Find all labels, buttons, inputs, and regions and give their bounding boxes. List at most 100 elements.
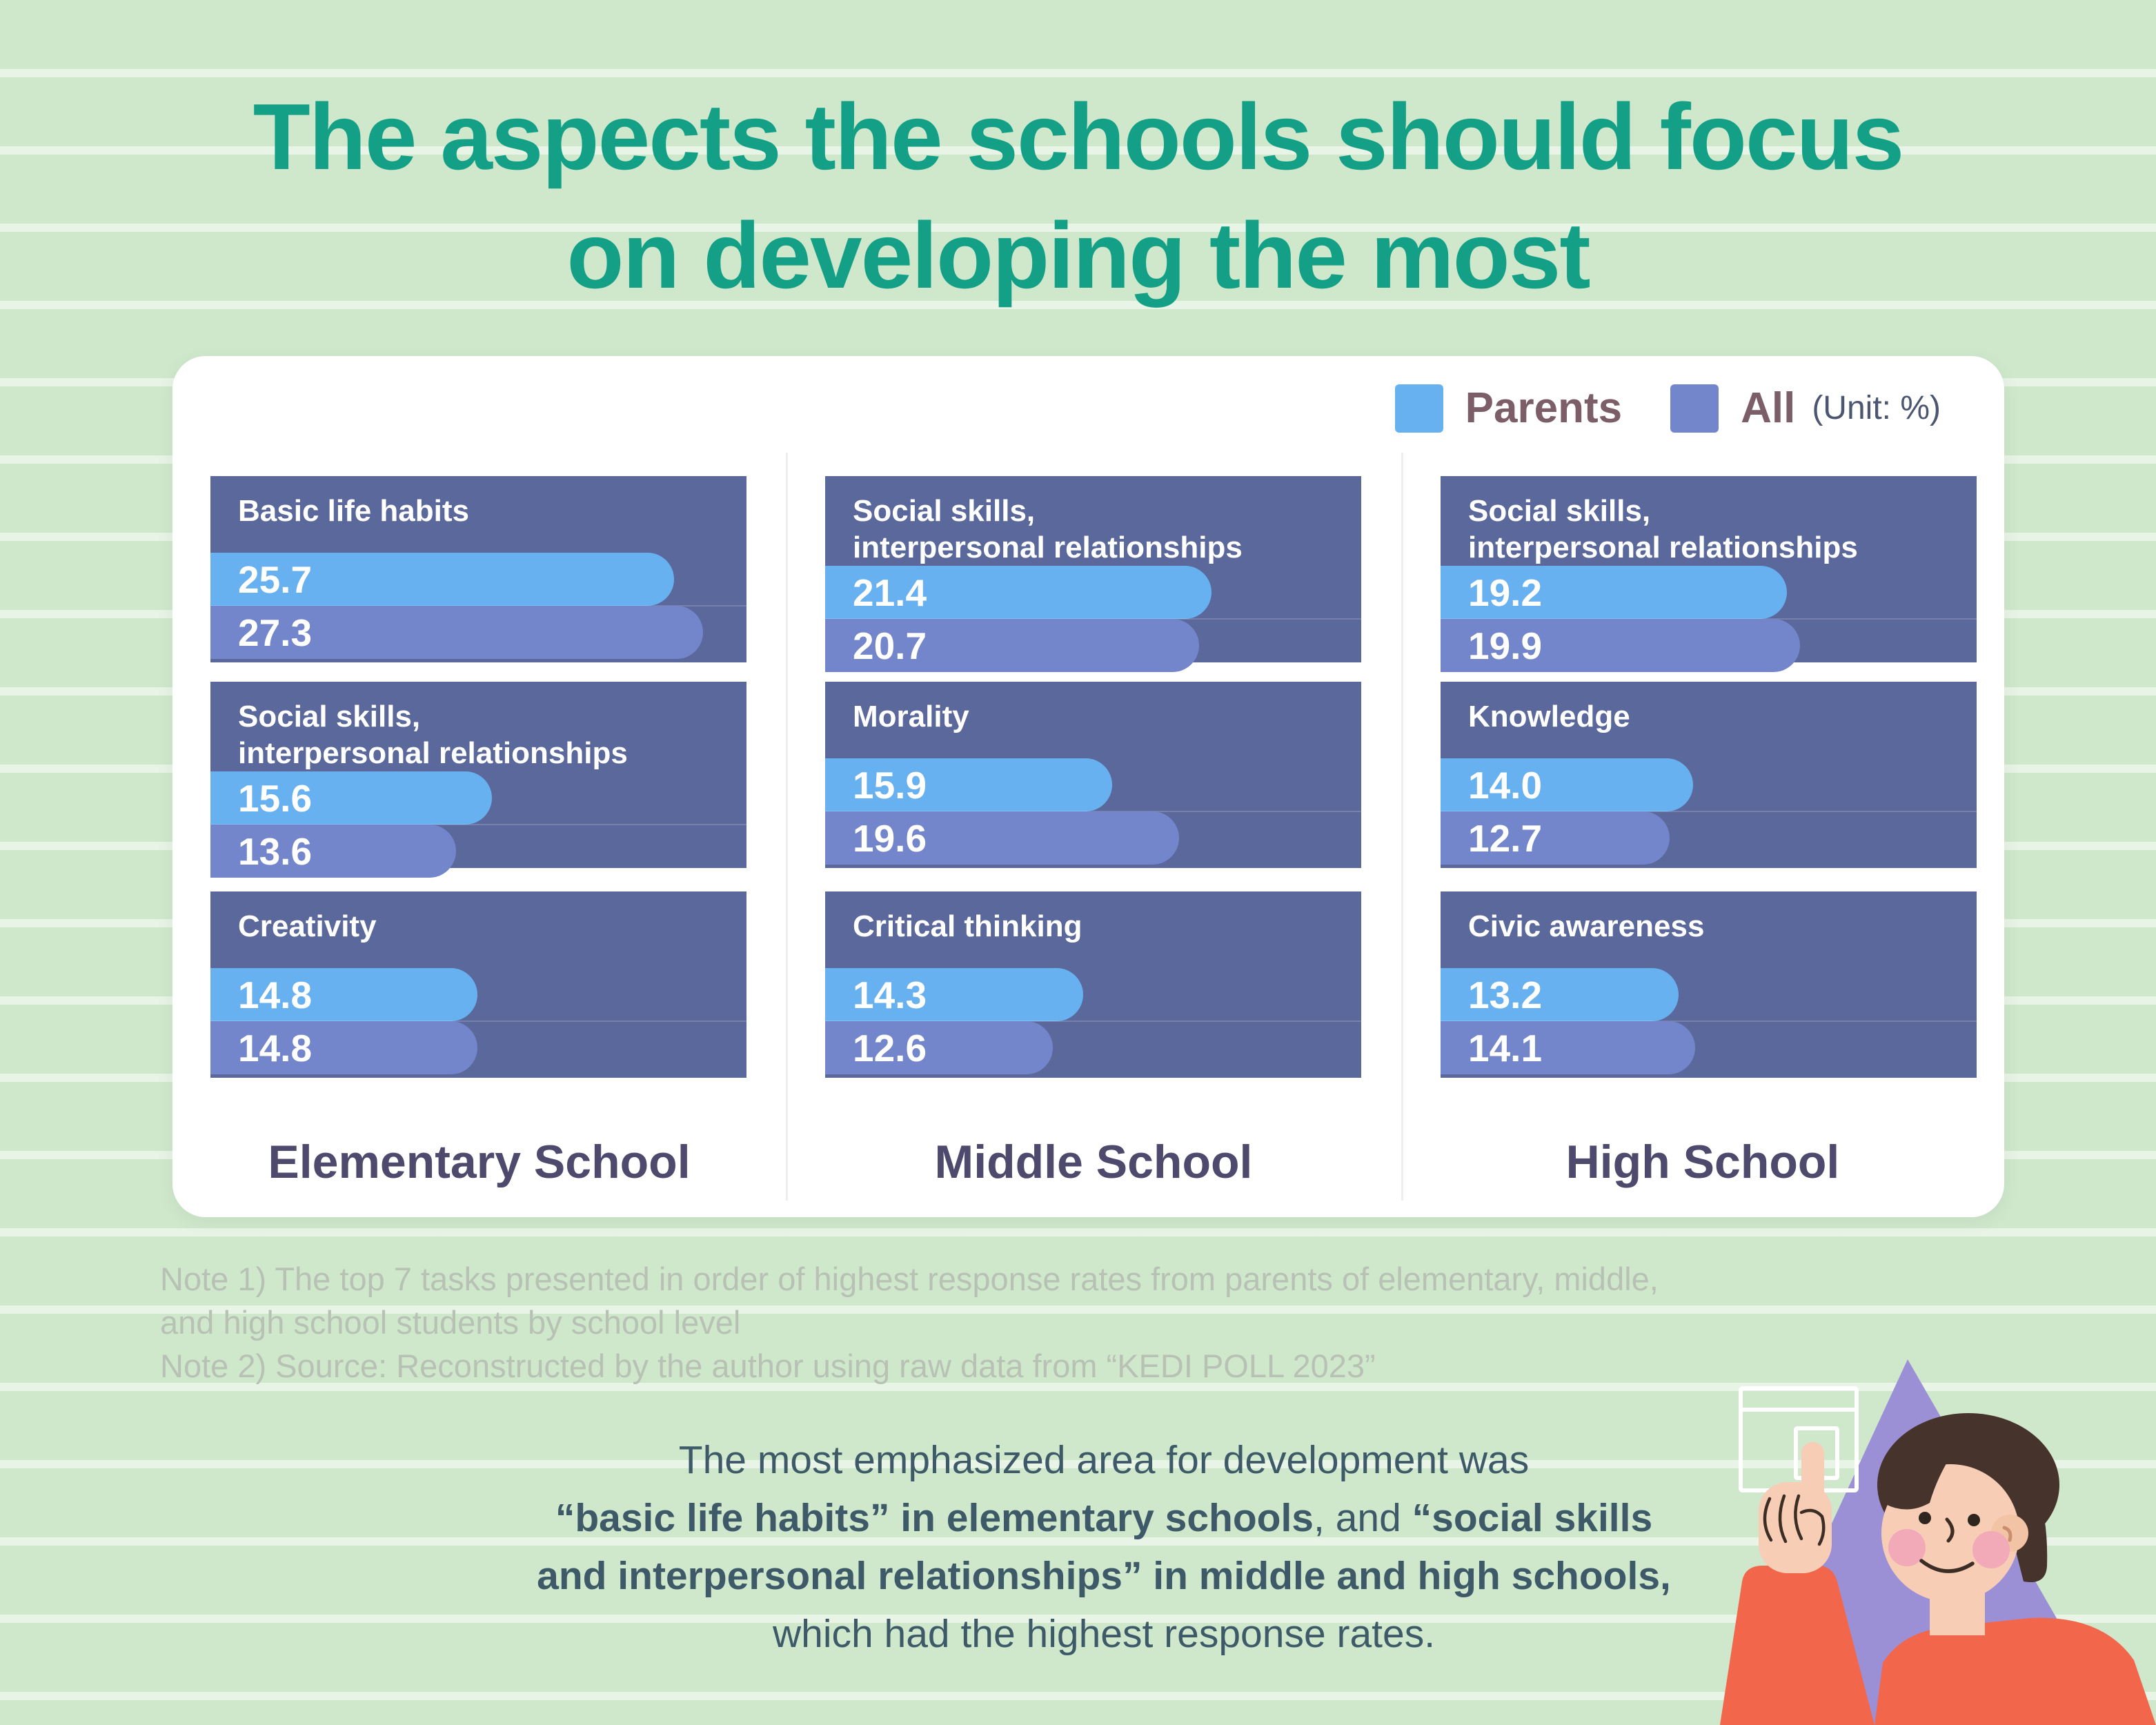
shirt xyxy=(1875,1617,2156,1725)
all-bar-row: 19.9 xyxy=(1441,619,1977,672)
panel-label: Basic life habits xyxy=(238,494,470,528)
column-divider xyxy=(786,453,788,1201)
all-value: 19.9 xyxy=(1468,624,1543,667)
all-bar: 14.1 xyxy=(1441,1021,1695,1074)
panel-elementary-basic-life-habits: Basic life habits 25.7 27.3 xyxy=(210,476,746,662)
all-bar-row: 13.6 xyxy=(210,825,746,878)
parents-legend-swatch xyxy=(1394,384,1443,433)
parents-bar: 15.6 xyxy=(210,771,493,825)
parents-bar: 14.8 xyxy=(210,968,478,1021)
summary-bold-run: and interpersonal relationships” in midd… xyxy=(537,1554,1671,1598)
column-divider xyxy=(1401,453,1403,1201)
panel-high-civic-awareness: Civic awareness 13.2 14.1 xyxy=(1441,891,1977,1078)
all-bar: 12.7 xyxy=(1441,811,1670,865)
all-value: 13.6 xyxy=(238,829,313,873)
all-value: 19.6 xyxy=(853,816,927,860)
summary-bold-run: “basic life habits” in elementary school… xyxy=(555,1496,1314,1540)
parents-value: 19.2 xyxy=(1468,571,1543,614)
summary-run: which had the highest response rates. xyxy=(772,1612,1436,1656)
parents-value: 14.3 xyxy=(853,973,927,1016)
panel-label: Civic awareness xyxy=(1468,909,1705,943)
panel-label: Social skills, interpersonal relationshi… xyxy=(853,494,1243,564)
all-bar: 12.6 xyxy=(825,1021,1053,1074)
parents-bar-row: 15.6 xyxy=(210,771,746,825)
browser-window-icon xyxy=(1739,1386,1859,1492)
all-value: 12.7 xyxy=(1468,816,1543,860)
pointing-hand xyxy=(1759,1442,1832,1573)
bar-group: 25.7 27.3 xyxy=(210,553,746,659)
panel-elementary-creativity: Creativity 14.8 14.8 xyxy=(210,891,746,1078)
parents-bar: 25.7 xyxy=(210,553,675,606)
chart-legend: Parents All (Unit: %) xyxy=(1394,384,1941,433)
footnotes: Note 1) The top 7 tasks presented in ord… xyxy=(160,1257,1926,1388)
panel-middle-morality: Morality 15.9 19.6 xyxy=(825,682,1361,868)
page-title-line-1: The aspects the schools should focus xyxy=(253,84,1905,189)
person-pointing-illustration xyxy=(1720,1359,2156,1725)
parents-value: 15.6 xyxy=(238,776,313,820)
summary-run: The most emphasized area for development… xyxy=(678,1438,1530,1482)
all-bar-row: 14.1 xyxy=(1441,1021,1977,1074)
bar-group: 21.4 20.7 xyxy=(825,566,1361,672)
column-title-middle: Middle School xyxy=(934,1136,1253,1188)
all-bar: 20.7 xyxy=(825,619,1199,672)
face-features xyxy=(1888,1512,2010,1573)
all-bar-row: 27.3 xyxy=(210,606,746,659)
unit-label: (Unit: %) xyxy=(1812,390,1941,426)
parents-bar-row: 14.8 xyxy=(210,968,746,1022)
parents-bar-row: 25.7 xyxy=(210,553,746,607)
all-bar: 19.6 xyxy=(825,811,1179,865)
footnote-1-line-2: and high school students by school level xyxy=(160,1304,741,1341)
parents-bar: 15.9 xyxy=(825,758,1112,811)
all-legend-label: All xyxy=(1741,384,1796,432)
parents-bar-row: 19.2 xyxy=(1441,566,1977,620)
parents-legend-label: Parents xyxy=(1465,384,1623,432)
summary-text: The most emphasized area for development… xyxy=(269,1431,1939,1663)
sleeve xyxy=(1720,1566,1875,1725)
panel-label: Social skills, interpersonal relationshi… xyxy=(238,700,628,770)
bar-group: 15.6 13.6 xyxy=(210,771,746,878)
parents-bar-row: 14.3 xyxy=(825,968,1361,1022)
parents-value: 13.2 xyxy=(1468,973,1543,1016)
parents-value: 14.0 xyxy=(1468,763,1543,807)
parents-bar-row: 21.4 xyxy=(825,566,1361,620)
bar-group: 13.2 14.1 xyxy=(1441,968,1977,1074)
panel-high-social-skills: Social skills, interpersonal relationshi… xyxy=(1441,476,1977,672)
summary-run: , and xyxy=(1314,1496,1412,1540)
summary-line: “basic life habits” in elementary school… xyxy=(269,1489,1939,1547)
parents-value: 25.7 xyxy=(238,558,313,601)
bar-group: 14.3 12.6 xyxy=(825,968,1361,1074)
parents-bar: 13.2 xyxy=(1441,968,1679,1021)
chart-card: Parents All (Unit: %) Basic life habits … xyxy=(172,356,2004,1217)
hair-fringe xyxy=(1886,1441,1961,1510)
footnote-2: Note 2) Source: Reconstructed by the aut… xyxy=(160,1348,1376,1384)
summary-line: and interpersonal relationships” in midd… xyxy=(269,1547,1939,1605)
bar-group: 15.9 19.6 xyxy=(825,758,1361,865)
all-legend-swatch xyxy=(1670,384,1719,433)
panel-label: Social skills, interpersonal relationshi… xyxy=(1468,494,1858,564)
panel-middle-social-skills: Social skills, interpersonal relationshi… xyxy=(825,476,1361,672)
all-bar-row: 12.7 xyxy=(1441,811,1977,865)
all-bar: 27.3 xyxy=(210,606,704,659)
all-bar-row: 20.7 xyxy=(825,619,1361,672)
bar-group: 14.8 14.8 xyxy=(210,968,746,1074)
summary-line: which had the highest response rates. xyxy=(269,1605,1939,1663)
all-value: 27.3 xyxy=(238,611,313,654)
parents-bar-row: 13.2 xyxy=(1441,968,1977,1022)
column-title-high: High School xyxy=(1565,1136,1840,1188)
all-bar: 13.6 xyxy=(210,825,456,878)
parents-value: 14.8 xyxy=(238,973,313,1016)
panel-elementary-social-skills: Social skills, interpersonal relationshi… xyxy=(210,682,746,878)
page-title: The aspects the schools should focus on … xyxy=(0,77,2156,315)
panel-label: Knowledge xyxy=(1468,700,1630,733)
summary-bold-run: “social skills xyxy=(1412,1496,1653,1540)
parents-value: 21.4 xyxy=(853,571,927,614)
all-value: 14.1 xyxy=(1468,1026,1543,1070)
parents-bar-row: 15.9 xyxy=(825,758,1361,812)
column-title-elementary: Elementary School xyxy=(268,1136,691,1188)
parents-bar-row: 14.0 xyxy=(1441,758,1977,812)
parents-bar: 14.0 xyxy=(1441,758,1694,811)
page-title-line-2: on developing the most xyxy=(566,203,1590,308)
all-value: 14.8 xyxy=(238,1026,313,1070)
bar-group: 19.2 19.9 xyxy=(1441,566,1977,672)
panel-high-knowledge: Knowledge 14.0 12.7 xyxy=(1441,682,1977,868)
